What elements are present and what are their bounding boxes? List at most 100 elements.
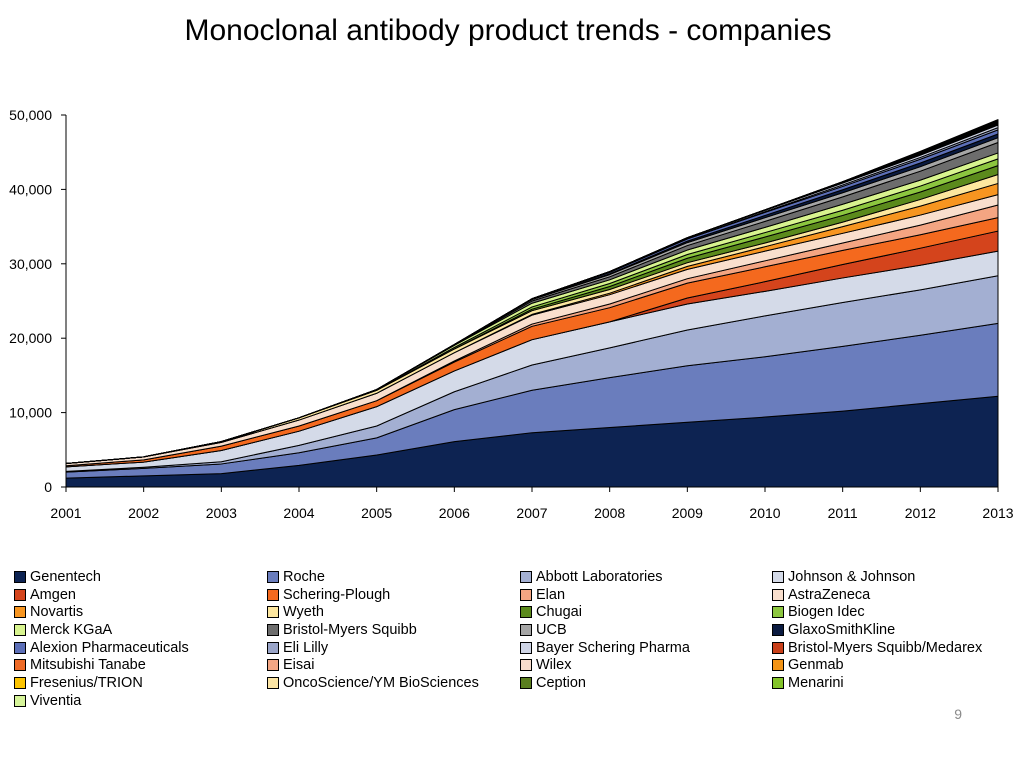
legend-label: Wyeth — [283, 604, 324, 621]
legend-swatch — [772, 676, 784, 689]
legend-swatch — [772, 570, 784, 583]
legend-item: Amgen — [14, 586, 267, 604]
legend-item: Bristol-Myers Squibb/Medarex — [772, 639, 1024, 657]
legend-label: Wilex — [536, 657, 572, 674]
legend-swatch — [14, 623, 26, 636]
legend-swatch — [520, 606, 532, 619]
legend-item: Viventia — [14, 692, 267, 710]
legend-swatch — [267, 606, 279, 619]
area-series-viventia — [65, 119, 999, 465]
legend-item: Genmab — [772, 656, 1024, 674]
legend-swatch — [14, 588, 26, 601]
legend-swatch — [267, 588, 279, 601]
legend-swatch — [14, 694, 26, 707]
legend-swatch — [520, 659, 532, 672]
legend-item: Abbott Laboratories — [520, 568, 772, 586]
legend-swatch — [267, 659, 279, 672]
legend-item: Ception — [520, 674, 772, 692]
y-tick-label: 30,000 — [9, 256, 52, 272]
legend-item: Eli Lilly — [267, 639, 520, 657]
legend-label: Amgen — [30, 586, 76, 603]
legend-swatch — [520, 570, 532, 583]
legend-item: OncoScience/YM BioSciences — [267, 674, 520, 692]
legend-label: Bayer Schering Pharma — [536, 639, 690, 656]
legend-item: Genentech — [14, 568, 267, 586]
legend-label: Johnson & Johnson — [788, 568, 916, 585]
legend-label: Ception — [536, 674, 586, 691]
legend-item: Johnson & Johnson — [772, 568, 1024, 586]
x-tick-label: 2004 — [283, 505, 314, 521]
legend-item: Roche — [267, 568, 520, 586]
legend-item: Bayer Schering Pharma — [520, 639, 772, 657]
x-tick-label: 2008 — [594, 505, 625, 521]
x-tick-label: 2005 — [361, 505, 392, 521]
x-tick-label: 2010 — [749, 505, 780, 521]
legend-label: Genentech — [30, 568, 101, 585]
legend-label: GlaxoSmithKline — [788, 621, 896, 638]
legend-swatch — [267, 641, 279, 654]
legend-label: Roche — [283, 568, 325, 585]
legend-swatch — [520, 676, 532, 689]
x-tick-label: 2011 — [828, 505, 858, 521]
legend-swatch — [267, 570, 279, 583]
legend-swatch — [14, 570, 26, 583]
legend-swatch — [772, 641, 784, 654]
x-tick-label: 2003 — [206, 505, 237, 521]
legend-item: Alexion Pharmaceuticals — [14, 639, 267, 657]
legend-label: AstraZeneca — [788, 586, 871, 603]
legend-swatch — [14, 641, 26, 654]
legend-label: Bristol-Myers Squibb/Medarex — [788, 639, 983, 656]
legend-label: Viventia — [30, 692, 82, 709]
legend-item: Biogen Idec — [772, 603, 1024, 621]
legend-swatch — [267, 623, 279, 636]
x-tick-label: 2002 — [128, 505, 159, 521]
y-tick-label: 20,000 — [9, 330, 52, 346]
chart-areas — [65, 119, 999, 488]
legend-item: Mitsubishi Tanabe — [14, 656, 267, 674]
legend-label: Abbott Laboratories — [536, 568, 663, 585]
legend-item: Wilex — [520, 656, 772, 674]
stacked-area-chart: 0 10,000 20,000 30,000 40,000 50,000 2001 2002 2… — [9, 107, 1014, 521]
x-tick-label: 2006 — [439, 505, 470, 521]
y-tick-label: 10,000 — [9, 405, 52, 421]
legend-label: OncoScience/YM BioSciences — [283, 674, 479, 691]
legend-item: Wyeth — [267, 603, 520, 621]
legend-label: Fresenius/TRION — [30, 674, 143, 691]
x-tick-label: 2009 — [672, 505, 703, 521]
legend-label: Genmab — [788, 657, 844, 674]
legend-label: Mitsubishi Tanabe — [30, 657, 146, 674]
legend-item: Eisai — [267, 656, 520, 674]
legend-label: Elan — [536, 586, 566, 603]
x-tick-label: 2001 — [50, 505, 81, 521]
legend-item: Fresenius/TRION — [14, 674, 267, 692]
x-tick-label: 2013 — [982, 505, 1013, 521]
legend-swatch — [772, 659, 784, 672]
legend-item: Merck KGaA — [14, 621, 267, 639]
legend-label: Eisai — [283, 657, 315, 674]
legend-swatch — [772, 623, 784, 636]
y-tick-label: 40,000 — [9, 181, 52, 197]
legend-label: Biogen Idec — [788, 604, 865, 621]
legend-swatch — [772, 606, 784, 619]
legend-label: Menarini — [788, 674, 844, 691]
legend-label: Chugai — [536, 604, 582, 621]
legend-item: Bristol-Myers Squibb — [267, 621, 520, 639]
page-number: 9 — [954, 706, 962, 722]
y-tick-label: 50,000 — [9, 107, 52, 123]
y-tick-label: 0 — [44, 479, 52, 495]
legend-item: Elan — [520, 586, 772, 604]
legend-item: Schering-Plough — [267, 586, 520, 604]
legend-label: Novartis — [30, 604, 84, 621]
legend-label: Eli Lilly — [283, 639, 329, 656]
legend-label: Bristol-Myers Squibb — [283, 621, 417, 638]
legend-label: Schering-Plough — [283, 586, 391, 603]
legend-item: UCB — [520, 621, 772, 639]
legend-swatch — [772, 588, 784, 601]
legend-item: Chugai — [520, 603, 772, 621]
legend-label: Merck KGaA — [30, 621, 113, 638]
x-tick-label: 2007 — [516, 505, 547, 521]
legend-swatch — [14, 606, 26, 619]
legend-label: Alexion Pharmaceuticals — [30, 639, 189, 656]
legend-swatch — [14, 676, 26, 689]
legend-swatch — [267, 676, 279, 689]
